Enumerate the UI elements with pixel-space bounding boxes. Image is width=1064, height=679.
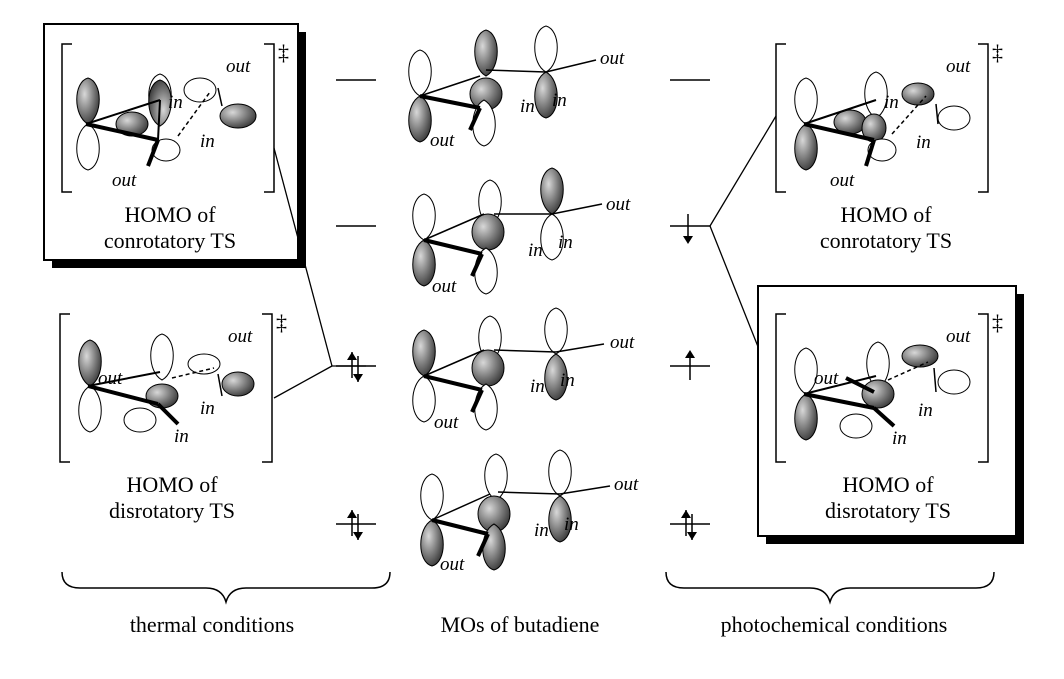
label-in: in xyxy=(534,520,549,541)
bracket-right xyxy=(978,313,989,463)
brace-thermal xyxy=(61,571,391,605)
orbital-lobe xyxy=(221,371,255,397)
electron-pair xyxy=(347,510,363,540)
sigma-bond xyxy=(217,373,223,397)
label-in: in xyxy=(918,400,933,421)
label-out: out xyxy=(434,412,459,433)
orbital-lobe xyxy=(151,138,181,162)
mo-psi3: out in in out xyxy=(412,167,631,297)
energy-levels-photochemical xyxy=(670,79,710,540)
label-out: out xyxy=(98,368,123,389)
label-in: in xyxy=(892,428,907,449)
double-dagger: ‡ xyxy=(278,40,289,65)
forming-bond xyxy=(171,367,215,379)
orbital-lobe xyxy=(145,383,179,409)
orbital-lobe xyxy=(123,407,157,433)
label-in: in xyxy=(916,132,931,153)
electron-pair xyxy=(347,352,363,382)
mo-psi4: out in in out xyxy=(408,25,625,151)
bracket-left xyxy=(59,313,70,463)
label-out: out xyxy=(430,130,455,151)
label-out: out xyxy=(814,368,839,389)
label-out: out xyxy=(226,56,251,77)
double-dagger: ‡ xyxy=(992,40,1003,65)
label-out: out xyxy=(440,554,465,575)
caption-line: HOMO of xyxy=(124,202,216,227)
double-dagger: ‡ xyxy=(992,310,1003,335)
footer-mos: MOs of butadiene xyxy=(441,612,600,637)
caption-line: disrotatory TS xyxy=(109,498,235,523)
label-in: in xyxy=(200,398,215,419)
label-in: in xyxy=(552,90,567,111)
caption-line: conrotatory TS xyxy=(820,228,952,253)
label-out: out xyxy=(600,48,625,69)
footer-photochemical: photochemical conditions xyxy=(721,612,948,637)
label-out: out xyxy=(946,56,971,77)
label-out: out xyxy=(614,474,639,495)
label-in: in xyxy=(520,96,535,117)
bracket-right xyxy=(264,43,275,193)
bracket-left xyxy=(775,43,786,193)
mo-psi2: out in in out xyxy=(412,307,635,433)
label-out: out xyxy=(228,326,253,347)
label-in: in xyxy=(168,92,183,113)
orbital-lobe xyxy=(78,385,102,433)
label-in: in xyxy=(528,240,543,261)
ts-right-conrotatory: ‡ out in in out HOMO of conrotatory TS xyxy=(775,40,1003,253)
caption-line: conrotatory TS xyxy=(104,228,236,253)
sigma-bond xyxy=(157,99,161,141)
forming-bond xyxy=(177,91,211,137)
label-out: out xyxy=(946,326,971,347)
double-dagger: ‡ xyxy=(276,310,287,335)
sigma-bond xyxy=(146,139,160,167)
footer-thermal: thermal conditions xyxy=(130,612,294,637)
label-in: in xyxy=(560,370,575,391)
ts-right-disrotatory: ‡ out out in in HOMO of disrotatory TS xyxy=(775,310,1003,523)
sigma-bond xyxy=(87,371,161,387)
label-in: in xyxy=(558,232,573,253)
sigma-bond xyxy=(217,87,223,107)
caption-line: HOMO of xyxy=(126,472,218,497)
sigma-bond xyxy=(85,122,159,142)
caption-line: disrotatory TS xyxy=(825,498,951,523)
caption-line: HOMO of xyxy=(842,472,934,497)
sigma-bond xyxy=(87,384,159,406)
electron-pair xyxy=(681,510,697,540)
energy-levels-thermal xyxy=(336,79,376,540)
mo-psi1: out in in out xyxy=(420,449,639,575)
label-out: out xyxy=(606,194,631,215)
sigma-bond xyxy=(85,99,161,125)
label-out: out xyxy=(112,170,137,191)
sigma-bond xyxy=(156,402,180,426)
bracket-right xyxy=(262,313,273,463)
ts-left-conrotatory: ‡ out in in out HOMO of conrotatory TS xyxy=(61,40,289,253)
bracket-right xyxy=(978,43,989,193)
label-in: in xyxy=(200,131,215,152)
ts-left-disrotatory: ‡ out out in in HOMO of disrotatory TS xyxy=(59,310,287,523)
bracket-left xyxy=(775,313,786,463)
electron-single xyxy=(683,214,693,244)
orbital-lobe xyxy=(219,103,257,129)
label-out: out xyxy=(830,170,855,191)
label-in: in xyxy=(530,376,545,397)
label-in: in xyxy=(564,514,579,535)
orbital-lobe xyxy=(187,353,221,375)
caption-line: HOMO of xyxy=(840,202,932,227)
correlation-line xyxy=(709,115,777,227)
electron-single xyxy=(685,350,695,380)
label-out: out xyxy=(432,276,457,297)
label-in: in xyxy=(174,426,189,447)
brace-photochemical xyxy=(665,571,995,605)
label-in: in xyxy=(884,92,899,113)
bracket-left xyxy=(61,43,72,193)
orbital-lobe xyxy=(183,77,217,103)
label-out: out xyxy=(610,332,635,353)
correlation-line xyxy=(273,365,333,399)
